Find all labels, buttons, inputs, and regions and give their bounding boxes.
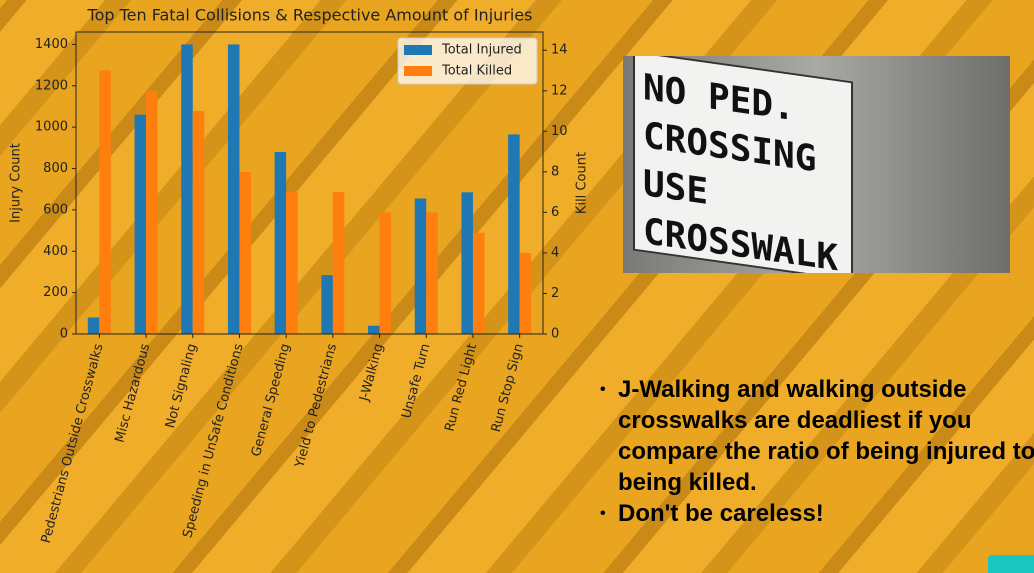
bullet-list: J-Walking and walking outside crosswalks… bbox=[598, 374, 1034, 529]
x-tick-label: Run Red Light bbox=[442, 342, 480, 433]
y2-tick-label: 2 bbox=[551, 286, 559, 301]
y2-tick-label: 6 bbox=[551, 205, 559, 220]
y2-tick-label: 4 bbox=[551, 245, 559, 260]
bar bbox=[192, 111, 205, 334]
y2-tick-label: 10 bbox=[551, 124, 568, 139]
bar bbox=[461, 192, 473, 334]
x-tick-label: Yield to Pedestrians bbox=[292, 342, 340, 470]
bar bbox=[87, 317, 100, 334]
bar bbox=[321, 275, 333, 334]
y-tick-label: 1200 bbox=[35, 78, 68, 93]
y2-tick-label: 14 bbox=[551, 43, 568, 58]
y-tick-label: 200 bbox=[43, 285, 68, 300]
y-tick-label: 1000 bbox=[35, 120, 68, 135]
x-tick-label: General Speeding bbox=[249, 342, 294, 458]
bar bbox=[274, 151, 287, 334]
y2-tick-label: 0 bbox=[551, 327, 559, 342]
legend-swatch bbox=[404, 66, 432, 76]
next-button[interactable] bbox=[988, 555, 1034, 573]
x-tick-label: J-Walking bbox=[357, 342, 387, 404]
x-tick-label: Pedestrians Outside Crosswalks bbox=[39, 342, 107, 545]
y2-tick-label: 12 bbox=[551, 83, 568, 98]
y-tick-label: 800 bbox=[43, 161, 68, 176]
x-tick-label: Run Stop Sign bbox=[489, 342, 527, 434]
legend-swatch bbox=[404, 45, 432, 55]
bar bbox=[332, 192, 345, 334]
x-tick-label: Unsafe Turn bbox=[399, 342, 433, 420]
bar bbox=[472, 232, 485, 334]
bullet: J-Walking and walking outside crosswalks… bbox=[600, 374, 1034, 498]
bar bbox=[227, 44, 240, 335]
legend-label: Total Killed bbox=[441, 64, 512, 79]
bar bbox=[379, 212, 392, 334]
y-tick-label: 400 bbox=[43, 244, 68, 259]
bar bbox=[134, 114, 147, 335]
legend bbox=[397, 37, 538, 85]
bar bbox=[508, 134, 520, 334]
x-tick-label: Not Signaling bbox=[163, 342, 200, 430]
y2-tick-label: 8 bbox=[551, 164, 559, 179]
x-tick-label: Misc Hazardous bbox=[112, 342, 153, 444]
chart-title: Top Ten Fatal Collisions & Respective Am… bbox=[87, 6, 533, 25]
bar bbox=[426, 212, 438, 334]
y-tick-label: 0 bbox=[60, 327, 68, 342]
y-tick-label: 600 bbox=[43, 202, 68, 217]
y-tick-label: 1400 bbox=[35, 37, 68, 52]
bar bbox=[239, 171, 251, 334]
bar bbox=[181, 44, 193, 335]
plot-frame bbox=[75, 31, 544, 335]
bar bbox=[414, 198, 427, 334]
bar bbox=[519, 252, 532, 334]
bar bbox=[99, 70, 111, 334]
bar bbox=[368, 325, 380, 334]
legend-label: Total Injured bbox=[441, 43, 522, 58]
y2-axis-label: Kill Count bbox=[575, 152, 590, 214]
sign: NO PED. CROSSING USE CROSSWALK bbox=[633, 56, 853, 273]
y-axis-label: Injury Count bbox=[9, 143, 24, 223]
bullet: Don't be careless! bbox=[600, 498, 1034, 529]
chart: Top Ten Fatal Collisions & Respective Am… bbox=[9, 6, 590, 545]
photo: NO PED. CROSSING USE CROSSWALK bbox=[623, 56, 1010, 273]
bar bbox=[286, 192, 298, 334]
bar bbox=[146, 90, 158, 334]
